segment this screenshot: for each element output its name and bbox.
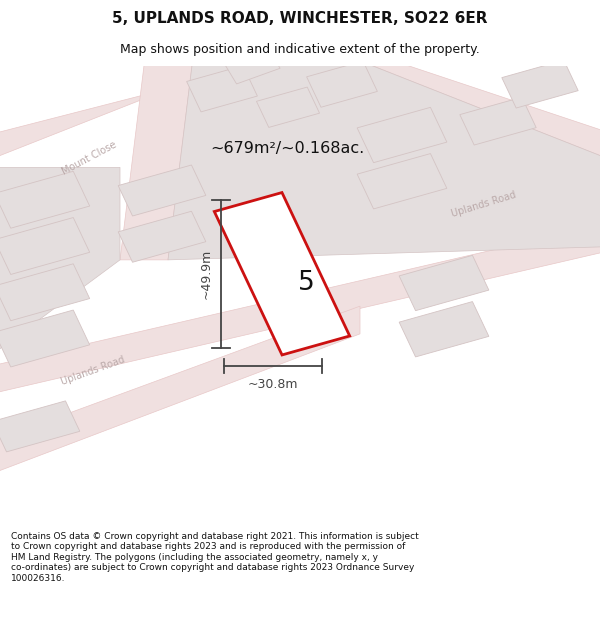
Polygon shape [307,61,377,107]
Polygon shape [118,211,206,262]
Polygon shape [0,306,360,482]
Text: 5: 5 [298,270,314,296]
Polygon shape [0,168,120,371]
Text: Map shows position and indicative extent of the property.: Map shows position and indicative extent… [120,42,480,56]
Text: Uplands Road: Uplands Road [450,190,517,219]
Text: ~30.8m: ~30.8m [248,378,298,391]
Polygon shape [0,218,600,399]
Polygon shape [0,171,89,228]
Polygon shape [460,98,536,145]
Polygon shape [0,401,80,452]
Polygon shape [399,302,489,357]
Polygon shape [224,48,280,84]
Polygon shape [0,310,89,367]
Polygon shape [357,154,447,209]
Polygon shape [0,66,258,168]
Polygon shape [399,256,489,311]
Text: Uplands Road: Uplands Road [60,354,127,387]
Text: ~49.9m: ~49.9m [199,249,212,299]
Polygon shape [187,66,257,112]
Text: Mount Close: Mount Close [60,139,118,177]
Text: Contains OS data © Crown copyright and database right 2021. This information is : Contains OS data © Crown copyright and d… [11,532,419,582]
Polygon shape [502,60,578,108]
Polygon shape [0,217,89,274]
Polygon shape [256,87,320,128]
Polygon shape [168,66,600,260]
Text: ~679m²/~0.168ac.: ~679m²/~0.168ac. [210,141,364,156]
Polygon shape [0,264,89,321]
Polygon shape [357,107,447,162]
Polygon shape [118,165,206,216]
Polygon shape [120,66,192,260]
Polygon shape [214,192,350,355]
Text: 5, UPLANDS ROAD, WINCHESTER, SO22 6ER: 5, UPLANDS ROAD, WINCHESTER, SO22 6ER [112,11,488,26]
Polygon shape [372,66,600,168]
